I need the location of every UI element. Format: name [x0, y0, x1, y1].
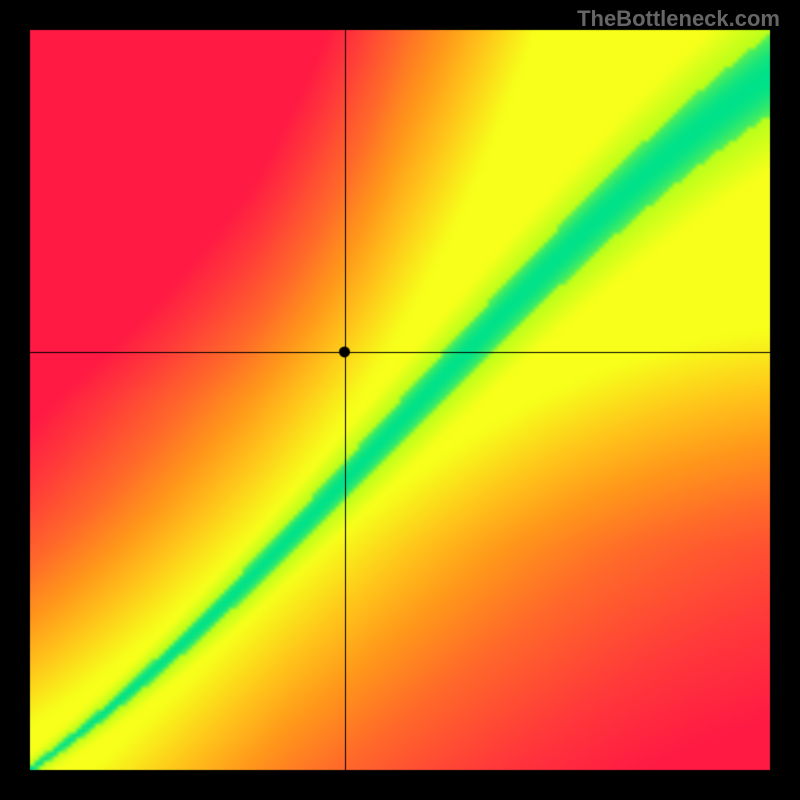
chart-container: TheBottleneck.com [0, 0, 800, 800]
heatmap-canvas [0, 0, 800, 800]
watermark-text: TheBottleneck.com [577, 6, 780, 32]
